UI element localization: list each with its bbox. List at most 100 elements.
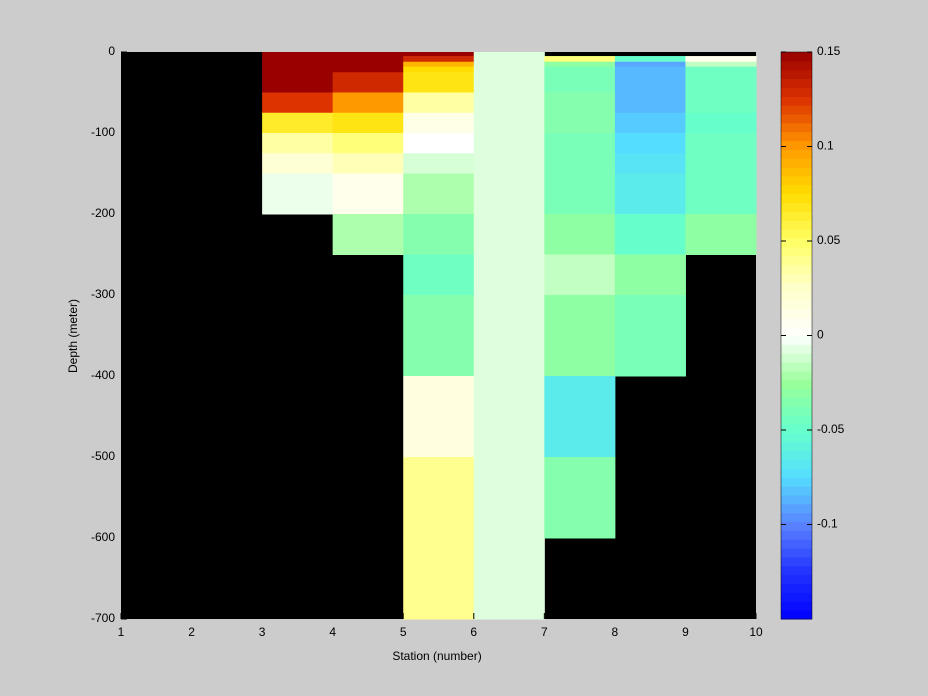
heatmap-cell	[332, 56, 404, 63]
colorbar-swatch	[781, 220, 812, 230]
heatmap-cell	[685, 61, 757, 68]
y-tick-label: -700	[91, 611, 115, 625]
colorbar-swatch	[781, 610, 812, 620]
colorbar-swatch	[781, 406, 812, 416]
y-tick-label: -300	[91, 287, 115, 301]
heatmap-cell	[403, 66, 475, 73]
colorbar-swatch	[781, 477, 812, 487]
colorbar-tick-label: 0.1	[817, 139, 834, 153]
colorbar-swatch	[781, 326, 812, 336]
heatmap-cell	[403, 153, 475, 174]
heatmap-cell	[473, 295, 545, 377]
heatmap-cell	[262, 61, 334, 68]
colorbar-swatch	[781, 353, 812, 363]
colorbar-swatch	[781, 556, 812, 567]
colorbar-swatch	[781, 229, 812, 239]
heatmap-cell	[685, 92, 757, 114]
colorbar-swatch	[781, 521, 812, 531]
y-tick-label: -600	[91, 530, 115, 544]
colorbar-swatch	[781, 291, 812, 301]
heatmap-cell	[544, 376, 616, 458]
x-axis-label: Station (number)	[392, 649, 481, 663]
colorbar-swatch	[781, 459, 812, 469]
heatmap-cell	[685, 173, 757, 215]
y-tick-label: -200	[91, 206, 115, 220]
colorbar-swatch	[781, 424, 812, 434]
colorbar-tick-label: 0.15	[817, 44, 841, 58]
colorbar-swatch	[781, 574, 812, 585]
heatmap-cell	[473, 72, 545, 93]
colorbar-swatch	[781, 282, 812, 292]
colorbar-swatch	[781, 344, 812, 354]
colorbar-swatch	[781, 273, 812, 283]
y-axis-label: Depth (meter)	[66, 299, 80, 373]
heatmap-cell	[332, 214, 404, 255]
colorbar-tick-label: 0.05	[817, 233, 841, 247]
colorbar-swatch	[781, 202, 812, 212]
heatmap-cell	[332, 112, 404, 134]
colorbar-tick-label: -0.1	[817, 517, 838, 531]
y-tick-label: -400	[91, 368, 115, 382]
colorbar-swatch	[781, 193, 812, 204]
heatmap-cell	[403, 52, 475, 57]
heatmap-cell	[544, 295, 616, 377]
heatmap-cell	[332, 66, 404, 73]
y-tick-label: -500	[91, 449, 115, 463]
heatmap-cell	[544, 153, 616, 174]
heatmap-cell	[614, 173, 686, 215]
colorbar-swatch	[781, 530, 812, 540]
colorbar-swatch	[781, 60, 812, 71]
colorbar-swatch	[781, 255, 812, 266]
heatmap-cell	[403, 92, 475, 114]
colorbar-swatch	[781, 149, 812, 159]
colorbar-swatch	[781, 592, 812, 602]
colorbar-swatch	[781, 565, 812, 576]
heatmap-cell	[614, 153, 686, 174]
heatmap-cell	[473, 173, 545, 215]
colorbar-swatch	[781, 114, 812, 124]
colorbar-swatch	[781, 140, 812, 150]
heatmap-cell	[614, 56, 686, 63]
heatmap-cell	[544, 457, 616, 539]
heatmap-cell	[262, 133, 334, 154]
heatmap-cell	[685, 214, 757, 255]
heatmap-cell	[332, 72, 404, 93]
heatmap-cell	[403, 61, 475, 68]
colorbar-swatch	[781, 211, 812, 221]
heatmap-cell	[544, 214, 616, 255]
heatmap-cell	[544, 56, 616, 63]
colorbar-swatch	[781, 264, 812, 274]
colorbar-swatch	[781, 87, 812, 97]
heatmap-cell	[544, 72, 616, 93]
colorbar-swatch	[781, 432, 812, 443]
heatmap-cell	[403, 173, 475, 215]
heatmap-cell	[685, 153, 757, 174]
heatmap-cell	[614, 92, 686, 114]
heatmap-cell	[685, 72, 757, 93]
colorbar-swatch	[781, 441, 812, 452]
colorbar-swatch	[781, 486, 812, 496]
heatmap-cell	[262, 173, 334, 215]
heatmap-cell	[403, 72, 475, 93]
heatmap-cell	[403, 538, 475, 620]
heatmap-cell	[262, 66, 334, 73]
colorbar-swatch	[781, 494, 812, 505]
colorbar-swatch	[781, 335, 812, 345]
heatmap-cell	[544, 133, 616, 154]
colorbar-swatch	[781, 131, 812, 142]
x-tick-label: 5	[400, 625, 407, 639]
heatmap-cell	[332, 61, 404, 68]
colorbar-swatch	[781, 415, 812, 425]
colorbar-swatch	[781, 238, 812, 248]
heatmap-cell	[473, 92, 545, 114]
colorbar-swatch	[781, 167, 812, 177]
colorbar-swatch	[781, 158, 812, 168]
heatmap-cell	[262, 56, 334, 63]
heatmap-cell	[473, 66, 545, 73]
x-tick-label: 9	[682, 625, 689, 639]
heatmap-cell	[544, 254, 616, 296]
heatmap-cell	[685, 66, 757, 73]
colorbar-swatch	[781, 52, 812, 62]
heatmap-cell	[262, 153, 334, 174]
